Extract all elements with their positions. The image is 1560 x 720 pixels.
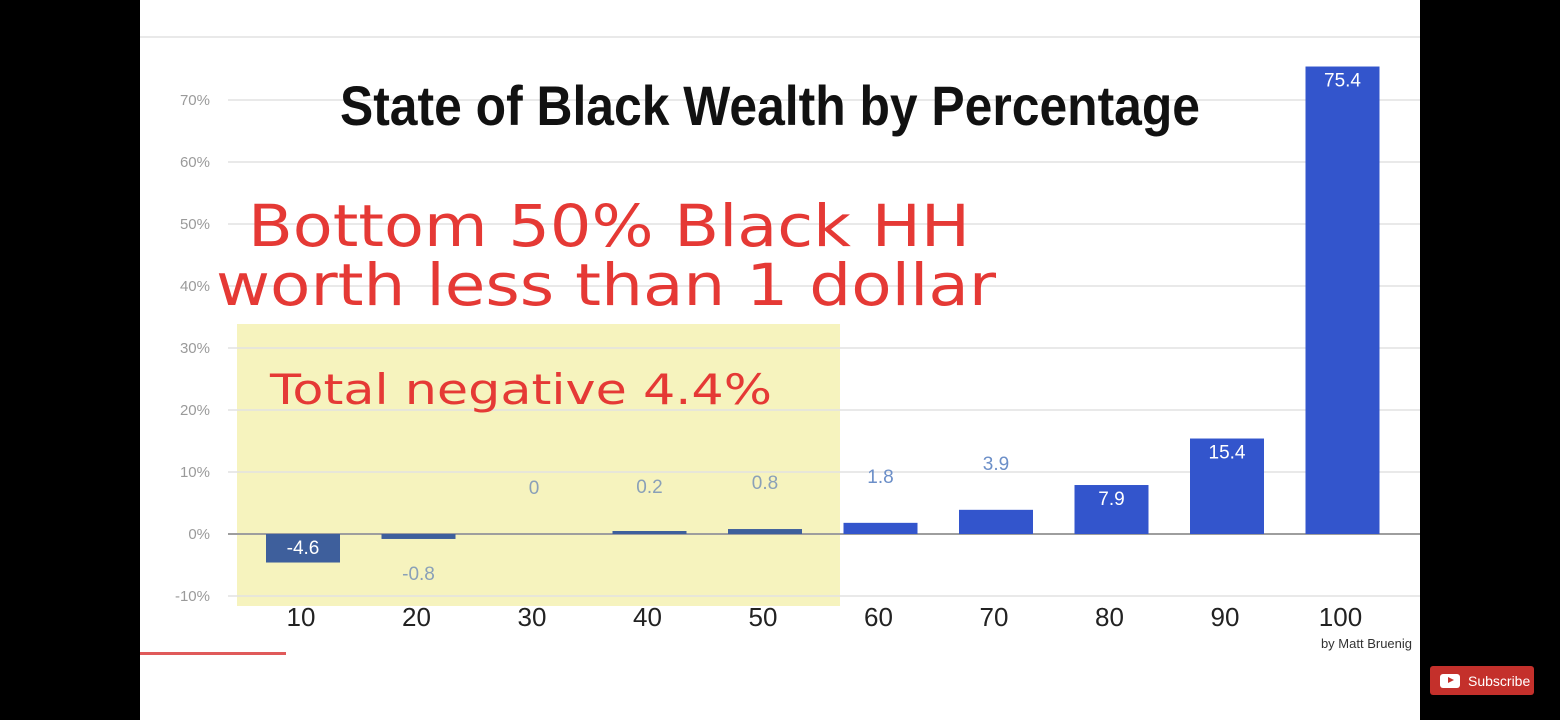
x-tick-label-90: 90: [1211, 602, 1240, 632]
video-progress-bar[interactable]: [140, 652, 286, 655]
x-tick-label-40: 40: [633, 602, 662, 632]
y-tick-label-4: 30%: [180, 340, 210, 357]
x-tick-label-60: 60: [864, 602, 893, 632]
y-tick-label-2: 10%: [180, 464, 210, 481]
headline-line-2: worth less than 1 dollar: [216, 251, 996, 319]
bar-40: [612, 531, 687, 534]
wealth-bar-chart: -10% 0% 10% 20% 30% 40% 50% 60% 70% -4.6 10 -0.8 20…: [175, 66, 1420, 651]
x-tick-label-100: 100: [1319, 602, 1362, 632]
value-label-30: 0: [529, 478, 540, 499]
youtube-icon: [1440, 673, 1460, 688]
headline-line-1: Bottom 50% Black HH: [248, 192, 970, 260]
bar-100: [1305, 66, 1380, 535]
bar-50: [728, 529, 802, 534]
x-tick-label-30: 30: [518, 602, 547, 632]
bar-90: [1190, 438, 1264, 534]
video-frame[interactable]: -10% 0% 10% 20% 30% 40% 50% 60% 70% -4.6 10 -0.8 20…: [140, 0, 1420, 720]
y-tick-label-3: 20%: [180, 402, 210, 419]
value-label-100: 75.4: [1324, 71, 1361, 92]
x-tick-label-70: 70: [980, 602, 1009, 632]
value-label-90: 15.4: [1209, 443, 1246, 464]
bar-20: [381, 534, 456, 539]
x-tick-label-50: 50: [749, 602, 778, 632]
y-tick-label-7: 60%: [180, 154, 210, 171]
value-label-20: -0.8: [402, 564, 435, 585]
y-tick-label-5: 40%: [180, 278, 210, 295]
y-tick-label-6: 50%: [180, 216, 210, 233]
x-tick-label-80: 80: [1095, 602, 1124, 632]
value-label-70: 3.9: [983, 454, 1009, 475]
value-label-10: -4.6: [287, 538, 320, 559]
subscribe-label: Subscribe: [1468, 672, 1531, 689]
chart-title: State of Black Wealth by Percentage: [340, 74, 1200, 137]
subscribe-button[interactable]: Subscribe: [1430, 666, 1534, 695]
bar-70: [959, 509, 1033, 534]
chart-credit: by Matt Bruenig: [1321, 636, 1412, 651]
value-label-40: 0.2: [636, 477, 662, 498]
y-tick-label-8: 70%: [180, 92, 210, 109]
x-tick-label-20: 20: [402, 602, 431, 632]
bar-10: [266, 534, 340, 563]
y-tick-label-0: -10%: [175, 588, 210, 605]
bar-80: [1074, 485, 1149, 534]
y-tick-label-1: 0%: [188, 526, 210, 543]
value-label-50: 0.8: [752, 473, 778, 494]
value-label-60: 1.8: [867, 467, 893, 488]
callout-total-negative: Total negative 4.4%: [269, 365, 772, 414]
x-tick-label-10: 10: [287, 602, 316, 632]
value-label-80: 7.9: [1098, 489, 1124, 510]
bar-60: [843, 522, 918, 534]
